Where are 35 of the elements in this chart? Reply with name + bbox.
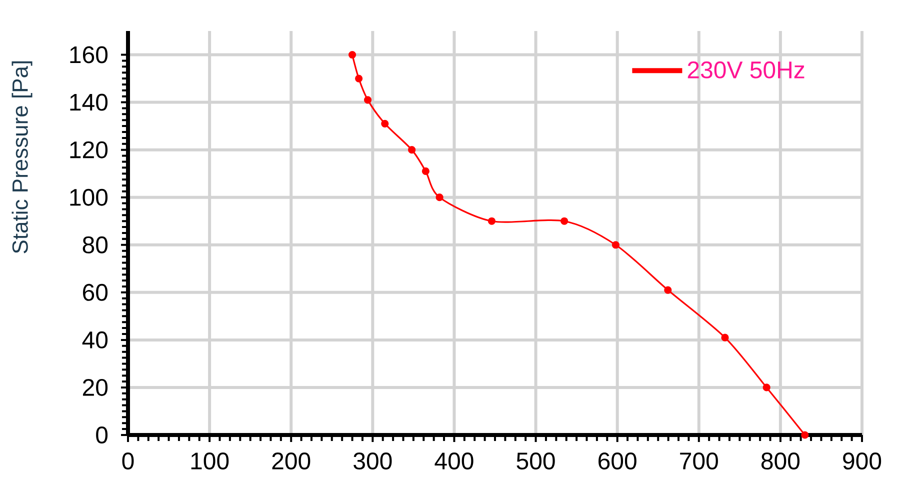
- x-tick-label: 600: [598, 452, 636, 470]
- x-tick-label: 900: [843, 452, 882, 470]
- legend-label: 230V 50Hz: [688, 61, 804, 78]
- y-tick-label: 100: [70, 188, 108, 206]
- x-tick-label: 400: [434, 452, 474, 470]
- x-tick-label: 800: [761, 452, 800, 470]
- point: [364, 96, 372, 104]
- y-tick-label: 120: [70, 141, 108, 158]
- point: [664, 286, 672, 294]
- y-tick-label: 160: [70, 46, 108, 64]
- point: [408, 146, 416, 154]
- point: [422, 167, 430, 176]
- point: [721, 334, 729, 342]
- y-tick-label: 80: [82, 236, 108, 254]
- point: [762, 384, 770, 392]
- x-tick-label: 300: [354, 452, 392, 470]
- point: [560, 217, 568, 225]
- point: [355, 74, 363, 82]
- y-axis-title: Static Pressure [Pa]: [12, 61, 32, 254]
- x-tick-label: 0: [122, 452, 134, 470]
- point: [488, 217, 496, 225]
- point: [348, 50, 356, 59]
- y-tick-label: 60: [83, 284, 108, 301]
- y-tick-label: 0: [96, 426, 108, 444]
- x-tick-label: 500: [516, 452, 555, 470]
- y-tick-label: 140: [70, 94, 108, 111]
- point: [381, 120, 389, 128]
- x-tick-label: 200: [272, 452, 310, 470]
- x-tick-label: 700: [680, 452, 718, 470]
- point: [436, 194, 444, 202]
- x-tick-label: 100: [191, 452, 229, 470]
- y-tick-label: 40: [82, 331, 108, 348]
- point: [801, 431, 809, 439]
- y-tick-label: 20: [82, 378, 108, 396]
- point: [612, 241, 620, 249]
